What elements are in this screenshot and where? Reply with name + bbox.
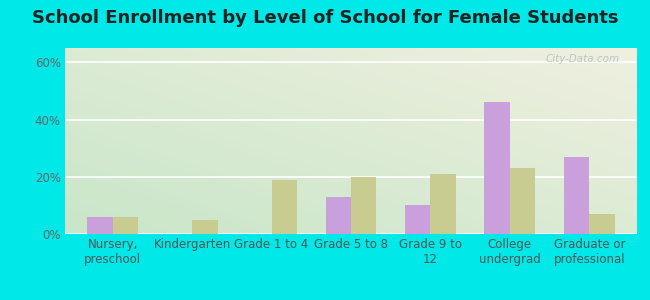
Bar — [510, 168, 536, 234]
Bar — [405, 206, 430, 234]
Bar — [112, 217, 138, 234]
Bar — [326, 197, 351, 234]
Bar — [192, 220, 218, 234]
Bar — [590, 214, 615, 234]
Bar — [430, 174, 456, 234]
Text: School Enrollment by Level of School for Female Students: School Enrollment by Level of School for… — [32, 9, 618, 27]
Text: City-Data.com: City-Data.com — [546, 54, 620, 64]
Bar — [87, 217, 112, 234]
Bar — [351, 177, 376, 234]
Bar — [272, 180, 297, 234]
Bar — [564, 157, 590, 234]
Bar — [484, 102, 510, 234]
